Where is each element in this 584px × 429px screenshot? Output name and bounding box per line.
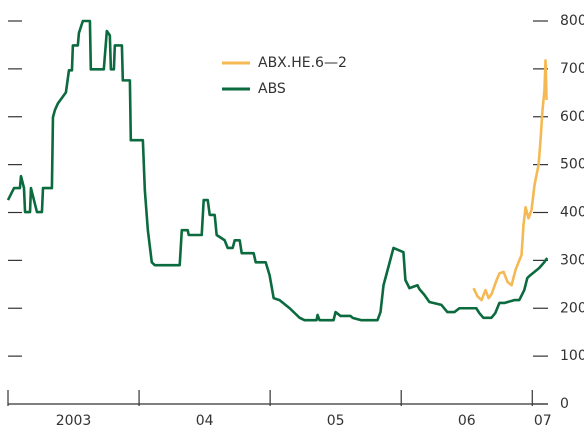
x-tick-label: 2003 [56,413,92,429]
x-tick-label: 06 [458,413,476,429]
y-tick-label: 300 [560,252,584,268]
x-tick-label: 04 [196,413,214,429]
y-tick-label: 500 [560,157,584,173]
y-tick-label: 700 [560,61,584,77]
x-tick-label: 05 [327,413,345,429]
y-tick-label: 800 [560,13,584,29]
series-line [6,19,549,322]
y-tick-label: 600 [560,109,584,125]
y-tick-label: 100 [560,348,584,364]
y-tick-label: 200 [560,300,584,316]
legend-label: ABS [258,81,286,97]
x-tick-label: 07 [534,413,552,429]
series-line [472,58,548,302]
legend-label: ABX.HE.6—2 [258,55,347,71]
y-tick-label: 400 [560,205,584,221]
y-tick-label: 0 [560,396,569,412]
